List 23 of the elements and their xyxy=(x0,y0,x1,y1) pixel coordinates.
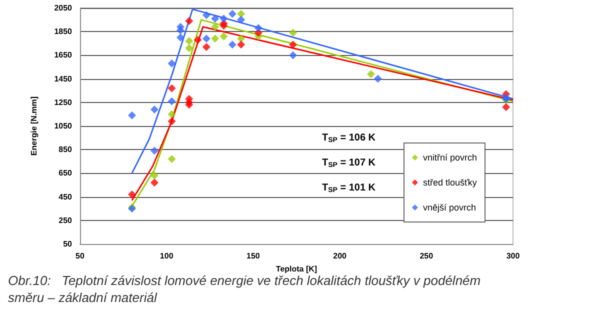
y-tick-label: 850 xyxy=(58,145,73,154)
y-tick-label: 1450 xyxy=(54,74,73,84)
y-tick-label: 1250 xyxy=(54,98,73,107)
y-tick-label: 1050 xyxy=(54,122,73,130)
y-tick-label: 450 xyxy=(58,192,73,202)
y-axis-title: Energie [N.mm] xyxy=(30,96,38,156)
text: Obr.10: Teplotní závislost lomové energie ve třech lokalitách tloušťky v podélném směru – základní materiál xyxy=(8,273,484,305)
y-tick-label: 650 xyxy=(58,168,73,178)
y-tick-label: 250 xyxy=(58,216,73,225)
y-tick-label: 1650 xyxy=(54,50,73,60)
x-tick-label: 200 xyxy=(333,252,348,260)
y-tick-label: 2050 xyxy=(54,4,73,12)
legend-label: vnější povrch xyxy=(422,202,476,212)
legend-label: střed tloušťky xyxy=(422,178,478,188)
x-tick-label: 150 xyxy=(246,252,260,260)
y-tick-label: 1850 xyxy=(54,27,73,36)
x-axis-title: Teplota [K] xyxy=(276,264,318,274)
y-tick-label: 50 xyxy=(63,240,73,248)
x-tick-label: 300 xyxy=(506,252,520,260)
x-tick-label: 50 xyxy=(76,252,85,260)
x-tick-label: 250 xyxy=(420,252,434,260)
x-tick-label: 100 xyxy=(160,252,174,260)
legend-label: vnitřní povrch xyxy=(422,152,478,162)
